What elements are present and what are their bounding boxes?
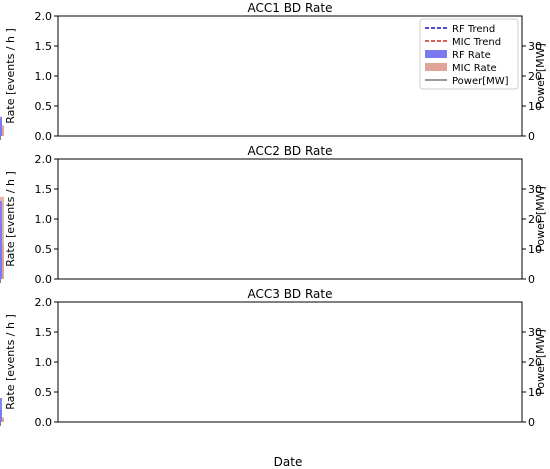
- y2-tick-label: 10: [528, 243, 542, 256]
- y-tick-label: 0.5: [35, 100, 53, 113]
- legend-label-mic-rate: MIC Rate: [452, 63, 497, 74]
- panel-1: 0.0 0.5 1.0 1.5 2.0 0 10 20 30 ACC1 BD Rate Rate […: [0, 1, 547, 143]
- panel-title: ACC3 BD Rate: [247, 287, 332, 301]
- y2-tick-label: 0: [528, 130, 535, 143]
- y-tick-label: 1.0: [35, 356, 53, 369]
- y2-tick-label: 10: [528, 100, 542, 113]
- y-tick-label: 1.0: [35, 213, 53, 226]
- panel-title: ACC2 BD Rate: [247, 144, 332, 158]
- y2-tick-label: 20: [528, 213, 542, 226]
- y2-tick-label: 10: [528, 386, 542, 399]
- y2-axis-label: Power [MW]: [534, 329, 547, 395]
- panel-3: 0.0 0.5 1.0 1.5 2.0 0 10 20 30 ACC3 BD Rate Rate […: [0, 287, 547, 429]
- y-axis-label: Rate [events / h ]: [4, 28, 17, 124]
- y-tick-label: 0.0: [35, 416, 53, 429]
- legend-swatch-mic-rate: [425, 63, 447, 71]
- y-tick-label: 0.0: [35, 273, 53, 286]
- y-axis-label: Rate [events / h ]: [4, 314, 17, 410]
- y-tick-label: 2.0: [35, 296, 53, 309]
- legend-swatch-rf-rate: [425, 50, 447, 58]
- y-axis-label: Rate [events / h ]: [4, 171, 17, 267]
- y-tick-label: 1.5: [35, 183, 53, 196]
- y2-tick-label: 20: [528, 70, 542, 83]
- y2-axis-label: Power [MW]: [534, 186, 547, 252]
- y-tick-label: 0.0: [35, 130, 53, 143]
- y2-tick-label: 30: [528, 40, 542, 53]
- legend-label-power: Power[MW]: [452, 76, 509, 87]
- y-tick-label: 1.0: [35, 70, 53, 83]
- panel-2: 0.0 0.5 1.0 1.5 2.0 0 10 20 30 ACC2 BD Rate Rate […: [0, 144, 547, 286]
- rf-rate-bar: [0, 261, 2, 279]
- legend-label-rf-trend: RF Trend: [452, 24, 495, 35]
- y2-tick-label: 0: [528, 416, 535, 429]
- rf-rate-bar: [0, 201, 2, 279]
- panel-title: ACC1 BD Rate: [247, 1, 332, 15]
- x-axis-label: Date: [274, 455, 303, 469]
- y2-tick-label: 0: [528, 273, 535, 286]
- y2-tick-label: 30: [528, 326, 542, 339]
- legend-label-mic-trend: MIC Trend: [452, 37, 501, 48]
- y2-tick-label: 20: [528, 356, 542, 369]
- rf-rate-bar: [0, 124, 2, 136]
- y2-axis-label: Power [MW]: [534, 43, 547, 109]
- rf-rate-bar: [0, 410, 2, 422]
- legend-label-rf-rate: RF Rate: [452, 50, 491, 61]
- y-tick-label: 2.0: [35, 153, 53, 166]
- y-tick-label: 2.0: [35, 10, 53, 23]
- legend: RF Trend MIC Trend RF Rate MIC Rate Power[MW…: [419, 18, 519, 90]
- plot-frame: [57, 301, 523, 423]
- plot-frame: [57, 158, 523, 280]
- y2-tick-label: 30: [528, 183, 542, 196]
- y-tick-label: 1.5: [35, 326, 53, 339]
- y-tick-label: 1.5: [35, 40, 53, 53]
- y-tick-label: 0.5: [35, 386, 53, 399]
- y-tick-label: 0.5: [35, 243, 53, 256]
- legend-box: [419, 18, 519, 90]
